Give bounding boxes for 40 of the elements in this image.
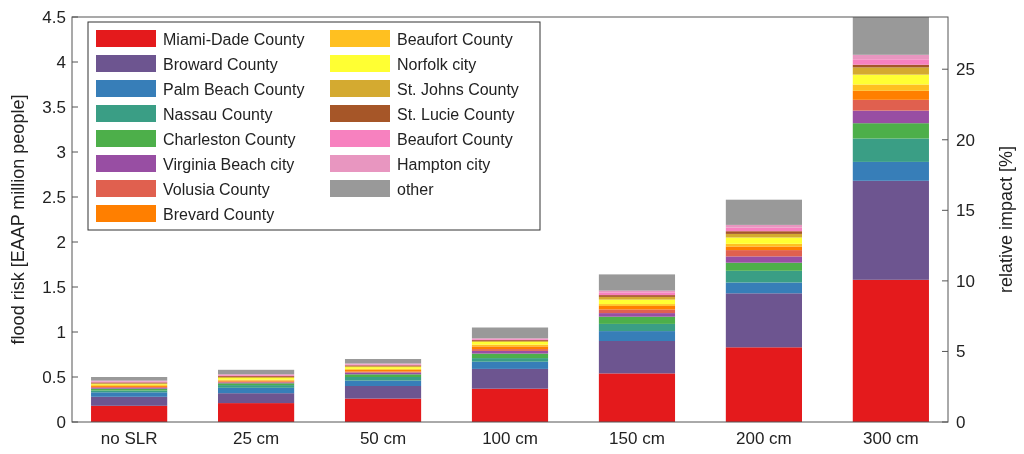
x-tick-label: 150 cm (609, 429, 665, 448)
y2-axis-title: relative impact [%] (996, 145, 1016, 294)
legend-label: Nassau County (163, 105, 273, 123)
legend-label: Hampton city (397, 155, 491, 173)
y-tick-label: 4 (56, 52, 66, 72)
legend-label: Palm Beach County (163, 80, 305, 98)
y2-tick-label: 10 (956, 271, 975, 291)
legend-label: Virginia Beach city (163, 155, 295, 173)
y-tick-label: 0.5 (42, 367, 66, 387)
y2-tick-label: 20 (956, 130, 975, 150)
legend-label: Norfolk city (397, 55, 477, 73)
y-axis-title: flood risk [EAAP million people] (8, 94, 28, 345)
y-tick-label: 0 (56, 412, 66, 432)
legend-label: Beaufort County (397, 130, 513, 148)
y2-tick-label: 25 (956, 60, 975, 80)
legend-label: Broward County (163, 55, 278, 73)
y-tick-label: 2.5 (42, 187, 66, 207)
legend-label: St. Lucie County (397, 105, 515, 123)
y-tick-label: 1 (56, 322, 66, 342)
legend-label: Charleston County (163, 130, 296, 148)
y-tick-label: 3.5 (42, 97, 66, 117)
legend-label: other (397, 180, 435, 198)
x-tick-label: 200 cm (736, 429, 792, 448)
y-tick-label: 4.5 (42, 7, 66, 27)
legend-label: St. Johns County (397, 80, 519, 98)
legend-label: Beaufort County (397, 30, 513, 48)
legend-label: Brevard County (163, 205, 275, 223)
y2-tick-label: 5 (956, 342, 966, 362)
x-tick-label: 100 cm (482, 429, 538, 448)
x-tick-label: 25 cm (232, 429, 280, 448)
x-tick-label: 50 cm (359, 429, 407, 448)
legend-label: Miami-Dade County (163, 30, 305, 48)
y-tick-label: 3 (56, 142, 66, 162)
x-tick-label: no SLR (100, 429, 158, 448)
legend-label: Volusia County (163, 180, 270, 198)
y2-tick-label: 0 (956, 412, 966, 432)
x-tick-label: 300 cm (862, 429, 919, 448)
y-tick-label: 2 (56, 232, 66, 252)
y2-tick-label: 15 (956, 201, 975, 221)
y-tick-label: 1.5 (42, 277, 66, 297)
